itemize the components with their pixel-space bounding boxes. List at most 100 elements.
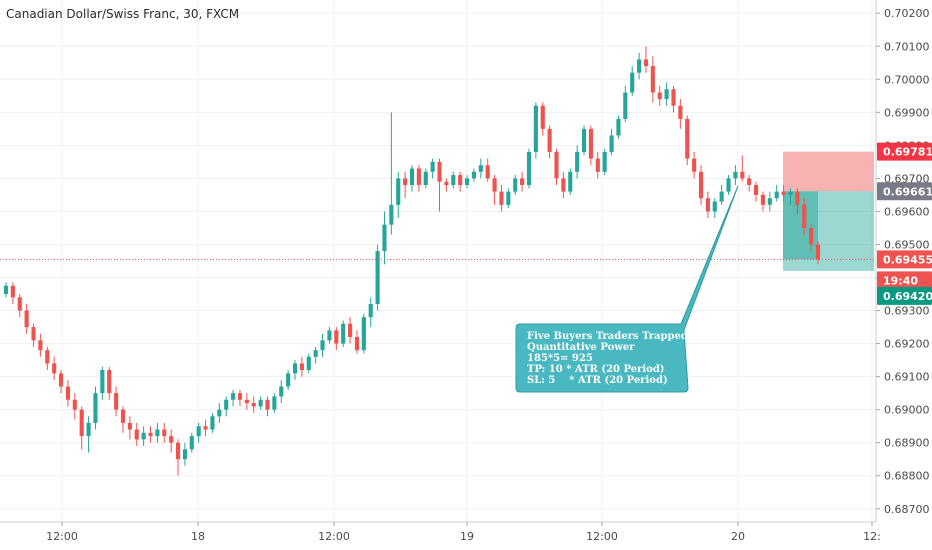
chart-title: Canadian Dollar/Swiss Franc, 30, FXCM xyxy=(6,7,239,21)
candle-body xyxy=(237,393,243,400)
price-tick-label: 0.69000 xyxy=(884,404,930,417)
candle-body xyxy=(423,171,428,186)
candle-body xyxy=(17,297,22,311)
time-tick-label: 19 xyxy=(460,530,474,543)
candle-body xyxy=(760,194,766,205)
time-tick-label: 12: xyxy=(863,530,881,543)
annotation-callout xyxy=(515,185,739,393)
filled-profit-zone xyxy=(783,191,818,260)
candle-body xyxy=(354,336,360,351)
candle-body xyxy=(65,386,70,400)
price-tick-label: 0.70000 xyxy=(884,73,930,86)
candle-body xyxy=(767,198,772,205)
candle-body xyxy=(637,59,642,73)
candle-body xyxy=(561,178,566,192)
candle-body xyxy=(630,72,635,93)
candle-body xyxy=(471,171,476,179)
candle-body xyxy=(265,399,270,410)
candle-body xyxy=(740,171,745,179)
time-tick-label: 20 xyxy=(731,530,745,543)
candle-body xyxy=(320,340,325,351)
candle-body xyxy=(169,436,174,443)
candle-body xyxy=(774,191,779,199)
stop-loss-badge-label: 0.69781 xyxy=(883,146,932,159)
candles xyxy=(3,46,821,476)
candle-body xyxy=(526,151,532,186)
time-tick-label: 18 xyxy=(191,530,205,543)
candle-body xyxy=(182,449,187,460)
candle-body xyxy=(464,178,470,186)
price-tick-label: 0.68800 xyxy=(884,470,930,483)
candle-body xyxy=(485,165,490,179)
price-tick-label: 0.69300 xyxy=(884,305,930,318)
price-tick-label: 0.70100 xyxy=(884,40,930,53)
candle-body xyxy=(692,158,697,172)
candle-body xyxy=(664,89,669,100)
candle-body xyxy=(231,393,236,400)
annotation[interactable]: Five Buyers Traders TrappedQuantitative … xyxy=(515,185,739,393)
price-tick-label: 0.68900 xyxy=(884,437,930,450)
candle-body xyxy=(389,204,394,225)
annotation-line: 185*5= 925 xyxy=(527,353,593,364)
current-price-badge xyxy=(877,250,932,269)
candle-body xyxy=(499,191,504,205)
candle-body xyxy=(10,285,15,298)
candle-body xyxy=(581,128,587,152)
candle-body xyxy=(189,436,194,450)
candle-body xyxy=(554,151,559,179)
candle-body xyxy=(506,191,511,205)
candle-body xyxy=(348,323,353,337)
candle-body xyxy=(602,151,607,172)
candle-body xyxy=(747,178,752,186)
current-price-badge-label: 0.69455 xyxy=(883,253,932,266)
candle-body xyxy=(698,171,704,199)
candle-body xyxy=(396,178,401,205)
candle-body xyxy=(279,386,284,397)
candle-body xyxy=(478,165,483,172)
candle-body xyxy=(437,161,442,182)
candle-body xyxy=(286,373,291,387)
candle-body xyxy=(712,201,717,212)
candle-body xyxy=(403,178,408,186)
grid xyxy=(0,0,876,522)
candle-body xyxy=(217,409,222,417)
annotation-line: Five Buyers Traders Trapped xyxy=(527,331,688,342)
take-profit-badge-label: 0.69420 xyxy=(883,290,932,303)
candle-body xyxy=(79,409,84,437)
candle-body xyxy=(754,185,759,195)
candle-body xyxy=(341,323,346,344)
candle-body xyxy=(623,92,628,119)
candle-body xyxy=(127,422,132,430)
candle-body xyxy=(107,370,112,394)
price-tick-label: 0.69100 xyxy=(884,371,930,384)
candle-body xyxy=(134,429,139,440)
candle-body xyxy=(210,416,215,430)
candle-body xyxy=(609,135,614,152)
candle-body xyxy=(513,178,518,192)
countdown-badge-label: 19:40 xyxy=(883,274,918,287)
candle-body xyxy=(492,178,497,192)
candle-body xyxy=(224,399,229,410)
time-tick-label: 12:00 xyxy=(586,530,618,543)
candle-body xyxy=(272,396,277,410)
stop-loss-badge xyxy=(877,142,932,161)
price-tick-label: 0.68700 xyxy=(884,503,930,516)
time-tick-label: 12:00 xyxy=(46,530,78,543)
candle-body xyxy=(802,204,807,228)
candle-body xyxy=(575,151,580,172)
candle-body xyxy=(781,191,786,195)
candle-body xyxy=(299,363,304,371)
candle-body xyxy=(86,422,91,437)
candle-body xyxy=(244,399,249,404)
candle-body xyxy=(120,409,126,423)
candle-body xyxy=(155,429,160,437)
candle-body xyxy=(657,92,662,100)
candle-body xyxy=(38,340,43,351)
candle-body xyxy=(788,191,793,195)
candle-body xyxy=(809,227,814,245)
candle-body xyxy=(705,198,710,212)
price-tick-label: 0.69900 xyxy=(884,106,930,119)
candle-body xyxy=(93,393,98,423)
